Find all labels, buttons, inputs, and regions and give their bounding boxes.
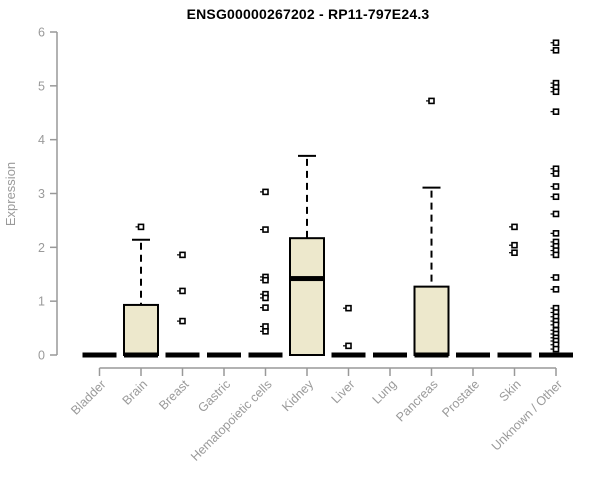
median-line [290,276,324,282]
outlier-point [137,223,145,231]
outlier-point [262,276,269,284]
outlier-point [428,97,435,105]
x-category-label: Lung [370,377,400,407]
flat-box-gastric [207,352,241,358]
outlier-point [552,183,560,190]
y-tick-label: 1 [38,295,45,309]
outlier-point [262,226,269,233]
outlier-point [552,251,560,259]
outlier-point [511,241,518,249]
outlier-point [552,210,560,218]
median-line [414,352,449,358]
x-category-label: Hematopoietic cells [188,377,275,464]
outlier-point [262,328,269,335]
outlier-point [552,321,560,329]
outlier-point [345,342,352,350]
x-category-label: Unknown / Other [489,377,565,453]
outlier-point [179,287,186,295]
flat-box-liver [331,352,366,358]
x-category-label: Gastric [195,377,233,415]
outlier-point [179,251,186,259]
x-category-label: Liver [329,377,358,406]
x-category-label: Pancreas [393,377,440,424]
outlier-point [179,317,186,325]
box-pancreas [413,285,450,356]
outlier-point [552,47,560,54]
y-axis: 0 1 2 3 4 5 6 [38,26,58,363]
y-tick-label: 2 [38,241,45,255]
y-tick-label: 4 [38,133,45,147]
flat-box-prostate [456,352,490,358]
chart-title: ENSG00000267202 - RP11-797E24.3 [186,6,430,22]
y-tick-label: 6 [38,26,45,40]
outlier-point [552,193,560,201]
outlier-point [552,88,560,96]
flat-box-lung [373,352,407,358]
x-category-label: Bladder [68,377,108,417]
x-category-label: Breast [156,377,192,413]
median-line [124,352,158,358]
x-category-label: Skin [497,377,524,404]
y-tick-label: 5 [38,79,45,93]
box-kidney [289,237,325,357]
x-category-label: Prostate [439,377,482,420]
y-axis-label: Expression [3,162,18,226]
flat-box-hematopoietic-cells [248,352,283,358]
outlier-point [552,230,560,237]
x-category-label: Kidney [279,377,316,414]
flat-box-skin [497,352,532,358]
outlier-point [552,286,560,293]
outlier-point [552,108,560,115]
outlier-point [511,249,518,257]
x-category-label: Brain [120,377,151,408]
outlier-point [552,345,560,353]
flat-box-unknown-other [539,352,573,358]
plot-marks [82,39,573,358]
flat-box-breast [165,352,200,358]
flat-box-bladder [82,352,117,358]
outlier-point [262,188,269,196]
outlier-point [552,170,560,177]
outlier-point [552,274,560,281]
outlier-point [262,304,269,311]
outlier-point [345,304,352,312]
y-tick-label: 3 [38,187,45,201]
outlier-point [511,223,518,231]
box-brain [123,303,159,356]
y-tick-label: 0 [38,349,45,363]
outlier-point [262,294,269,302]
outlier-point [552,39,560,47]
